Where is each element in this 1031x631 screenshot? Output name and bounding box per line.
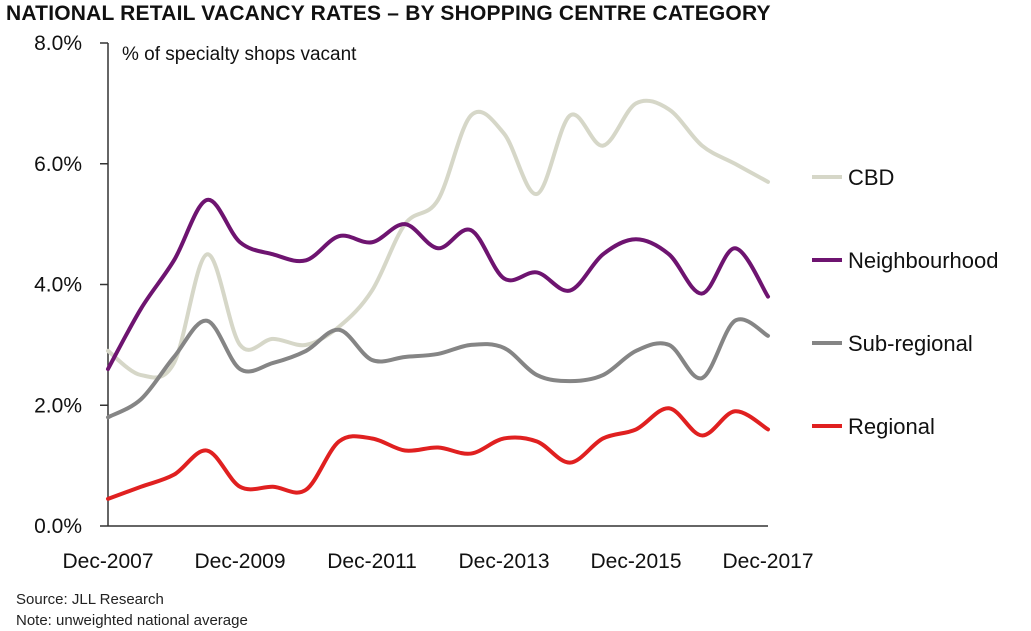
- source-note: Source: JLL Research: [16, 591, 164, 608]
- series-line-sub-regional: [106, 317, 770, 420]
- y-ticks: 0.0% 2.0% 4.0% 6.0% 8.0%: [34, 32, 108, 538]
- methodology-note: Note: unweighted national average: [16, 612, 248, 629]
- y-tick-label: 6.0%: [34, 153, 82, 176]
- x-tick-label: Dec-2009: [194, 550, 285, 573]
- y-tick-label: 4.0%: [34, 274, 82, 297]
- legend-label-regional: Regional: [848, 414, 935, 439]
- legend-label-sub-regional: Sub-regional: [848, 331, 973, 356]
- y-tick-label: 0.0%: [34, 515, 82, 538]
- legend-label-neighbourhood: Neighbourhood: [848, 248, 998, 273]
- y-tick-label: 8.0%: [34, 32, 82, 55]
- series-line-regional: [106, 406, 770, 501]
- x-ticks: Dec-2007 Dec-2009 Dec-2011 Dec-2013 Dec-2015…: [62, 550, 813, 573]
- x-tick-label: Dec-2015: [590, 550, 681, 573]
- x-tick-label: Dec-2017: [722, 550, 813, 573]
- series-line-neighbourhood: [106, 197, 770, 372]
- chart-axes: [107, 43, 768, 527]
- x-tick-label: Dec-2007: [62, 550, 153, 573]
- y-axis-label: % of specialty shops vacant: [122, 44, 357, 65]
- legend: CBD Neighbourhood Sub-regional Regional: [812, 165, 998, 439]
- chart-title: NATIONAL RETAIL VACANCY RATES – BY SHOPP…: [6, 2, 771, 25]
- y-tick-label: 2.0%: [34, 394, 82, 417]
- x-tick-label: Dec-2013: [458, 550, 549, 573]
- x-tick-label: Dec-2011: [327, 550, 417, 573]
- legend-label-cbd: CBD: [848, 165, 894, 190]
- series-line-cbd: [106, 98, 770, 380]
- series-lines: [106, 98, 770, 501]
